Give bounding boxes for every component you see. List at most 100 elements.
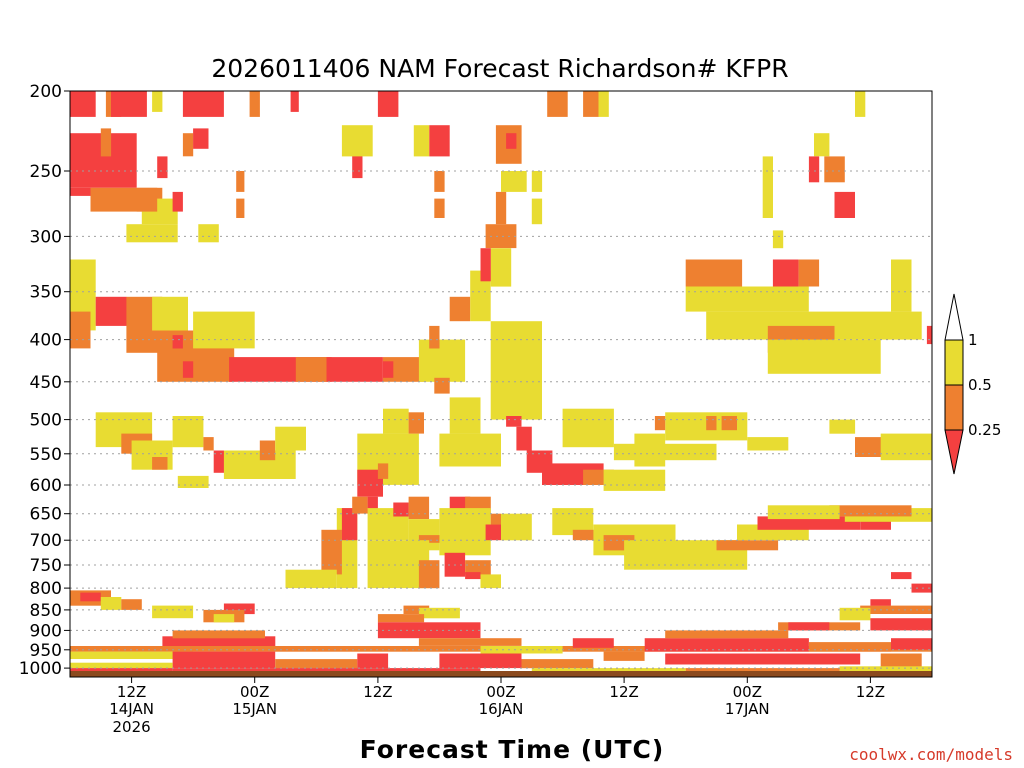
y-tick-label: 950 xyxy=(30,641,62,661)
ri-cell-orange xyxy=(403,605,430,614)
ri-cell-yellow xyxy=(531,171,543,192)
ri-cell-orange xyxy=(521,659,594,669)
colorbar-label: 1 xyxy=(968,331,978,349)
ri-cell-yellow xyxy=(439,508,491,556)
ri-cell-orange xyxy=(583,91,599,117)
ri-cell-orange xyxy=(547,91,568,117)
ri-cell-yellow xyxy=(531,668,686,671)
ri-cell-orange xyxy=(172,630,265,639)
ri-cell-orange xyxy=(721,416,737,431)
ri-cell-yellow xyxy=(814,133,830,157)
ri-cell-orange xyxy=(434,171,445,192)
ri-cell-yellow xyxy=(480,574,501,589)
colorbar-top-triangle xyxy=(944,293,964,341)
ri-cell-yellow xyxy=(449,397,481,434)
ri-cell-yellow xyxy=(762,156,773,218)
y-tick-label: 850 xyxy=(30,601,62,621)
ri-cell-red xyxy=(516,426,532,451)
ri-cell-yellow xyxy=(341,125,373,157)
ri-cell-red xyxy=(377,622,481,639)
ri-cell-yellow xyxy=(767,339,881,374)
ri-cell-red xyxy=(439,653,522,669)
ri-cell-orange xyxy=(275,659,358,669)
ri-cell-red xyxy=(377,91,399,117)
ri-cell-yellow xyxy=(839,666,932,671)
ri-cell-red xyxy=(465,572,481,580)
ri-cell-yellow xyxy=(891,259,912,312)
ri-cell-yellow xyxy=(213,614,235,623)
ri-cell-orange xyxy=(136,187,158,212)
ri-cell-yellow xyxy=(855,91,866,117)
x-tick-label: 00Z xyxy=(240,683,269,701)
x-tick-date: 17JAN xyxy=(725,700,770,718)
x-tick-label: 12Z xyxy=(117,683,146,701)
ri-cell-orange xyxy=(449,296,471,322)
ri-cell-orange xyxy=(485,224,517,249)
ri-cell-red xyxy=(644,638,809,652)
ri-cell-yellow xyxy=(490,321,542,420)
ri-cell-red xyxy=(665,653,861,665)
ri-cell-yellow xyxy=(177,475,209,488)
ri-cell-orange xyxy=(408,496,430,520)
x-tick-year: 2026 xyxy=(113,718,151,736)
ground-band xyxy=(70,671,932,677)
y-tick-label: 350 xyxy=(30,283,62,303)
ri-cell-red xyxy=(367,496,378,514)
ri-cell-yellow xyxy=(100,597,122,610)
ri-cell-orange xyxy=(377,463,389,479)
ri-cell-yellow xyxy=(829,419,856,434)
y-tick-label: 650 xyxy=(30,505,62,525)
ri-cell-orange xyxy=(654,416,666,431)
ri-cell-orange xyxy=(829,505,912,517)
ri-cell-red xyxy=(172,191,183,212)
ri-cell-yellow xyxy=(747,437,789,451)
ri-cell-orange xyxy=(798,259,820,287)
ri-cell-yellow xyxy=(70,662,173,669)
y-tick-label: 800 xyxy=(30,579,62,599)
credit-link[interactable]: coolwx.com/models xyxy=(849,745,1013,764)
ri-cell-yellow xyxy=(613,443,717,461)
ri-cell-yellow xyxy=(152,91,163,112)
ri-cell-red xyxy=(891,638,932,650)
ri-cell-red xyxy=(172,651,276,669)
ri-cell-red xyxy=(341,508,358,541)
ri-cell-orange xyxy=(880,653,922,669)
ri-cell-red xyxy=(172,668,481,671)
ri-cell-red xyxy=(111,91,147,117)
ri-cell-orange xyxy=(572,529,604,541)
ri-cell-orange xyxy=(824,156,845,183)
ri-cell-orange xyxy=(716,540,779,551)
y-tick-label: 1000 xyxy=(19,659,62,679)
y-tick-label: 250 xyxy=(30,162,62,182)
ri-cell-orange xyxy=(429,325,440,349)
ri-cell-orange xyxy=(236,171,245,192)
plot-area xyxy=(69,90,933,678)
ri-cell-yellow xyxy=(685,286,809,312)
y-tick-label: 450 xyxy=(30,373,62,393)
colorbar-label: 0.5 xyxy=(968,376,992,394)
ri-cell-orange xyxy=(259,440,276,461)
ri-cell-orange xyxy=(685,668,840,671)
ri-cell-red xyxy=(870,599,891,606)
ri-cell-yellow xyxy=(152,605,194,619)
y-tick-label: 400 xyxy=(30,331,62,351)
ri-cell-red xyxy=(393,502,409,517)
ri-cell-red xyxy=(891,572,912,580)
ri-cell-red xyxy=(911,583,932,593)
ri-cell-yellow xyxy=(772,230,784,249)
ri-cell-orange xyxy=(377,614,425,623)
ri-cell-red xyxy=(182,91,224,117)
ri-cell-orange xyxy=(434,377,450,394)
ri-cell-orange xyxy=(203,437,214,451)
ri-cell-orange xyxy=(685,259,743,287)
ri-cell-red xyxy=(326,357,383,382)
colorbar-legend: 1 0.5 0.25 xyxy=(944,293,1001,475)
ri-cell-yellow xyxy=(470,270,491,322)
ri-cell-orange xyxy=(603,651,645,661)
x-tick-date: 16JAN xyxy=(479,700,524,718)
ri-cell-orange xyxy=(321,529,342,575)
ri-cell-orange xyxy=(434,198,445,218)
ri-cell-red xyxy=(223,603,255,615)
x-tick-date: 14JAN xyxy=(109,700,154,718)
